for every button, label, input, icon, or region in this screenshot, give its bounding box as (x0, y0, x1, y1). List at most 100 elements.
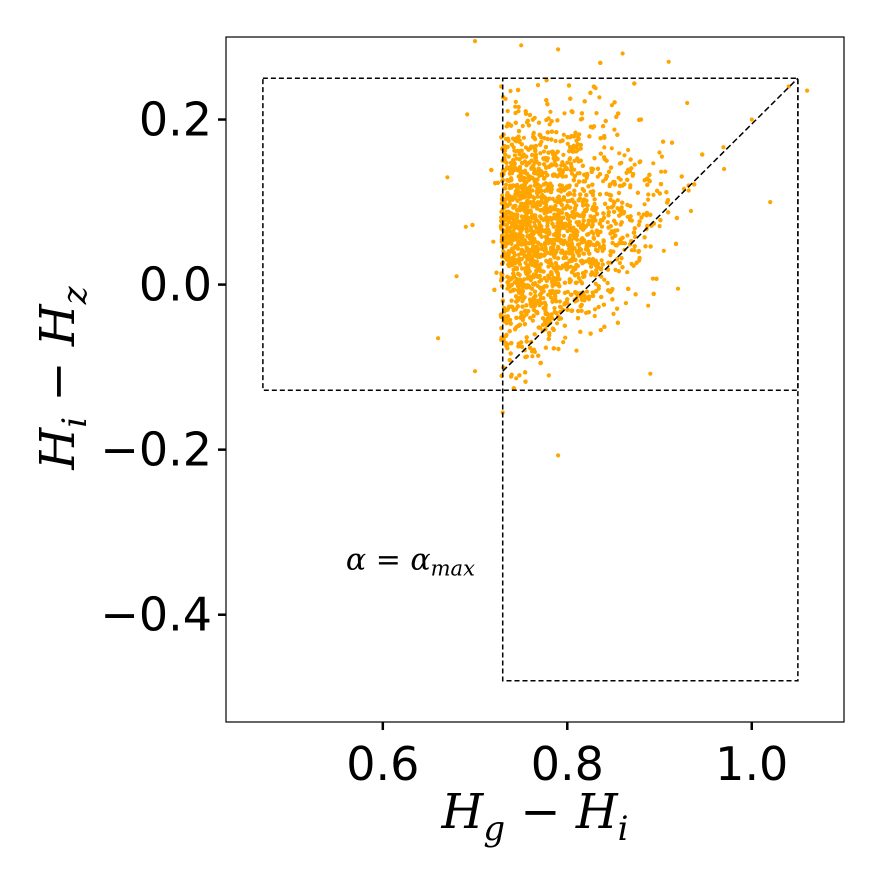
data-point (508, 165, 513, 170)
data-point (532, 259, 537, 264)
data-point (525, 257, 530, 262)
data-point (532, 220, 537, 225)
data-point (602, 155, 607, 160)
data-point (567, 157, 572, 162)
data-point (608, 165, 614, 170)
data-point (523, 180, 529, 185)
data-point (538, 171, 543, 176)
data-point (611, 199, 616, 204)
data-point (504, 213, 509, 218)
data-point (528, 299, 533, 304)
data-point (579, 294, 584, 300)
data-point (549, 119, 554, 124)
data-point (606, 260, 611, 265)
data-point (546, 259, 551, 264)
data-point (542, 284, 548, 289)
data-point (534, 245, 539, 250)
data-point (576, 253, 582, 258)
data-point (499, 272, 504, 277)
data-point (629, 166, 634, 171)
data-point (609, 205, 614, 210)
data-point (570, 109, 575, 115)
data-point (507, 278, 512, 283)
data-point (508, 160, 513, 165)
y-axis-label: Hi − Hz (30, 285, 95, 470)
data-point (569, 308, 574, 313)
data-point (511, 221, 516, 226)
alpha-annotation-main: α = α (346, 542, 431, 577)
data-point (598, 327, 604, 333)
data-point (648, 371, 653, 376)
data-point (502, 168, 507, 173)
data-point (642, 178, 647, 183)
data-point (595, 248, 600, 253)
data-point (531, 163, 536, 168)
data-point (557, 299, 563, 304)
data-point (519, 142, 524, 147)
data-point (581, 218, 586, 223)
data-point (700, 152, 705, 157)
data-point (502, 240, 507, 245)
data-point (569, 164, 574, 169)
data-point (565, 307, 570, 312)
data-point (601, 211, 606, 216)
data-point (512, 280, 518, 285)
data-point (589, 272, 594, 277)
data-point (632, 81, 637, 86)
data-point (569, 246, 575, 251)
data-point (576, 308, 581, 314)
data-point (531, 298, 537, 303)
data-point (545, 236, 550, 242)
data-point (628, 204, 633, 209)
data-point (576, 275, 581, 280)
data-point (688, 208, 694, 214)
x-label-sub2: i (618, 809, 629, 849)
data-point (517, 279, 523, 284)
data-point (554, 215, 559, 220)
data-point (611, 230, 616, 235)
data-point (550, 205, 555, 210)
data-point (550, 326, 556, 331)
data-point (605, 280, 610, 286)
data-point (520, 219, 525, 225)
data-point (568, 145, 573, 150)
data-point (552, 306, 557, 311)
data-point (634, 260, 639, 265)
data-point (608, 197, 613, 202)
data-point (516, 296, 521, 301)
data-point (579, 308, 584, 313)
data-point (565, 135, 570, 140)
data-point (523, 379, 528, 384)
data-point (608, 253, 613, 258)
data-point (550, 316, 555, 321)
data-point (547, 330, 552, 336)
data-point (575, 316, 581, 321)
data-point (590, 182, 595, 187)
data-point (547, 122, 552, 127)
data-point (551, 265, 556, 270)
data-point (528, 209, 533, 215)
data-point (540, 316, 546, 321)
data-point (646, 192, 651, 197)
data-point (524, 285, 529, 290)
data-point (524, 335, 529, 340)
data-point (518, 315, 523, 320)
data-point (608, 182, 613, 187)
data-point (632, 162, 637, 167)
data-point (531, 275, 536, 280)
data-point (517, 190, 522, 195)
data-point (615, 132, 620, 137)
data-point (562, 290, 568, 295)
data-point (508, 183, 513, 188)
data-point (600, 262, 605, 267)
data-point (505, 258, 511, 263)
y-label-base2: H (30, 303, 86, 347)
x-label-base2: H (575, 784, 619, 840)
data-point (555, 118, 560, 123)
data-point (603, 118, 608, 124)
data-point (506, 154, 511, 159)
data-point (616, 175, 621, 180)
data-point (631, 172, 636, 177)
data-point (593, 281, 598, 286)
